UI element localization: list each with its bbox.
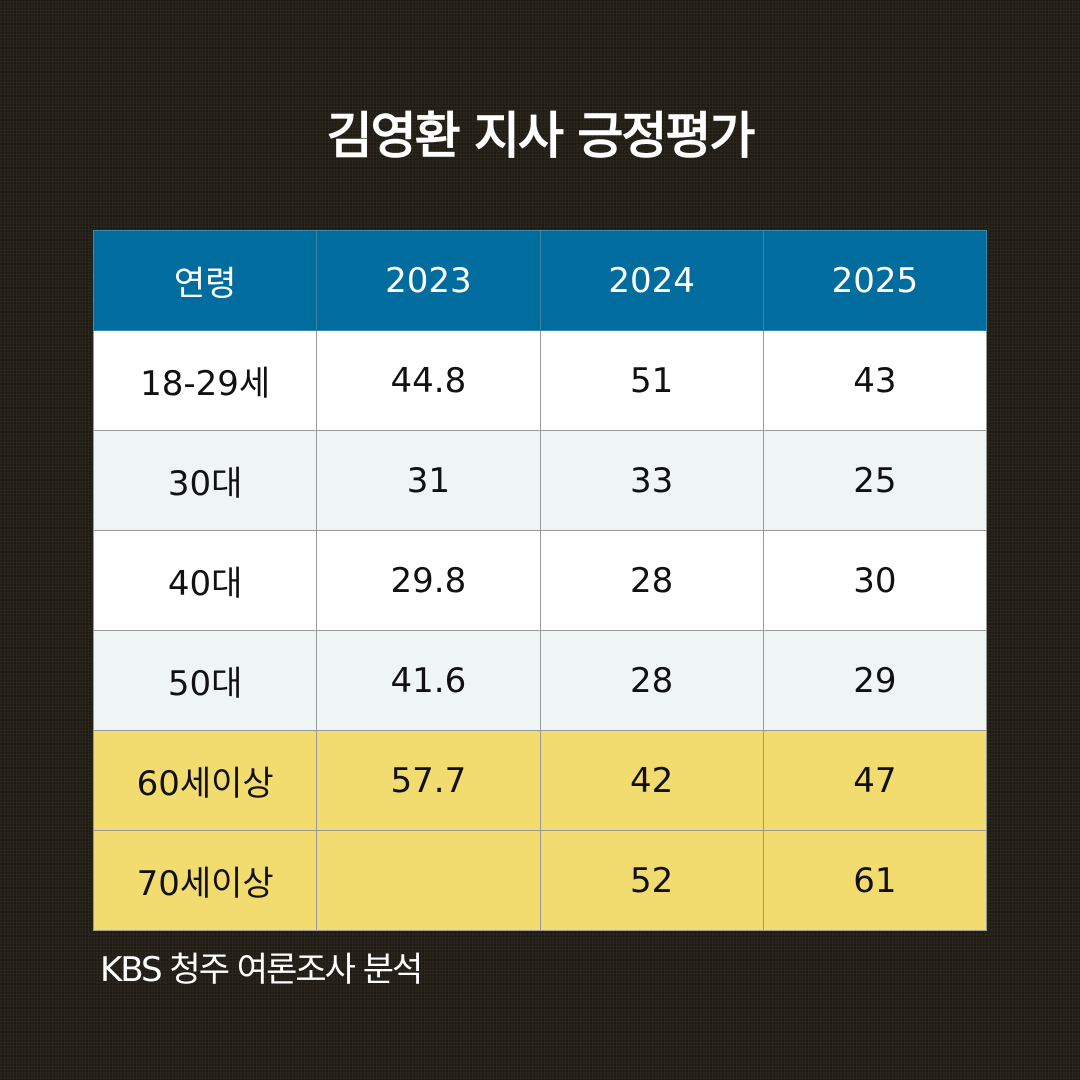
value-cell-2023 bbox=[316, 830, 541, 931]
header-cell-2024: 2024 bbox=[539, 230, 764, 331]
value-cell-2024: 28 bbox=[539, 530, 764, 631]
value-cell-2023: 57.7 bbox=[316, 730, 541, 831]
value-cell-2025: 30 bbox=[762, 530, 988, 631]
age-cell: 60세이상 bbox=[92, 730, 318, 831]
age-cell: 70세이상 bbox=[92, 830, 318, 931]
value-cell-2024: 28 bbox=[539, 630, 764, 731]
table-row: 50대 41.6 28 29 bbox=[92, 630, 988, 731]
source-caption: KBS 청주 여론조사 분석 bbox=[100, 950, 423, 990]
table-row: 18-29세 44.8 51 43 bbox=[92, 330, 988, 431]
value-cell-2025: 47 bbox=[762, 730, 988, 831]
approval-table-container: 연령 2023 2024 2025 18-29세 44.8 51 43 30대 … bbox=[92, 230, 988, 931]
value-cell-2025: 25 bbox=[762, 430, 988, 531]
header-row: 연령 2023 2024 2025 bbox=[92, 230, 988, 331]
header-cell-age: 연령 bbox=[92, 230, 318, 331]
value-cell-2025: 61 bbox=[762, 830, 988, 931]
age-cell: 40대 bbox=[92, 530, 318, 631]
value-cell-2023: 44.8 bbox=[316, 330, 541, 431]
header-cell-2023: 2023 bbox=[316, 230, 541, 331]
value-cell-2024: 52 bbox=[539, 830, 764, 931]
approval-table: 연령 2023 2024 2025 18-29세 44.8 51 43 30대 … bbox=[92, 230, 988, 931]
value-cell-2023: 41.6 bbox=[316, 630, 541, 731]
table-row-highlighted: 60세이상 57.7 42 47 bbox=[92, 730, 988, 831]
table-row: 30대 31 33 25 bbox=[92, 430, 988, 531]
value-cell-2025: 43 bbox=[762, 330, 988, 431]
value-cell-2024: 51 bbox=[539, 330, 764, 431]
age-cell: 18-29세 bbox=[92, 330, 318, 431]
age-cell: 50대 bbox=[92, 630, 318, 731]
value-cell-2024: 33 bbox=[539, 430, 764, 531]
table-row: 40대 29.8 28 30 bbox=[92, 530, 988, 631]
header-cell-2025: 2025 bbox=[762, 230, 988, 331]
value-cell-2023: 29.8 bbox=[316, 530, 541, 631]
value-cell-2024: 42 bbox=[539, 730, 764, 831]
table-row-highlighted: 70세이상 52 61 bbox=[92, 830, 988, 931]
value-cell-2025: 29 bbox=[762, 630, 988, 731]
page-title: 김영환 지사 긍정평가 bbox=[326, 107, 756, 165]
age-cell: 30대 bbox=[92, 430, 318, 531]
value-cell-2023: 31 bbox=[316, 430, 541, 531]
